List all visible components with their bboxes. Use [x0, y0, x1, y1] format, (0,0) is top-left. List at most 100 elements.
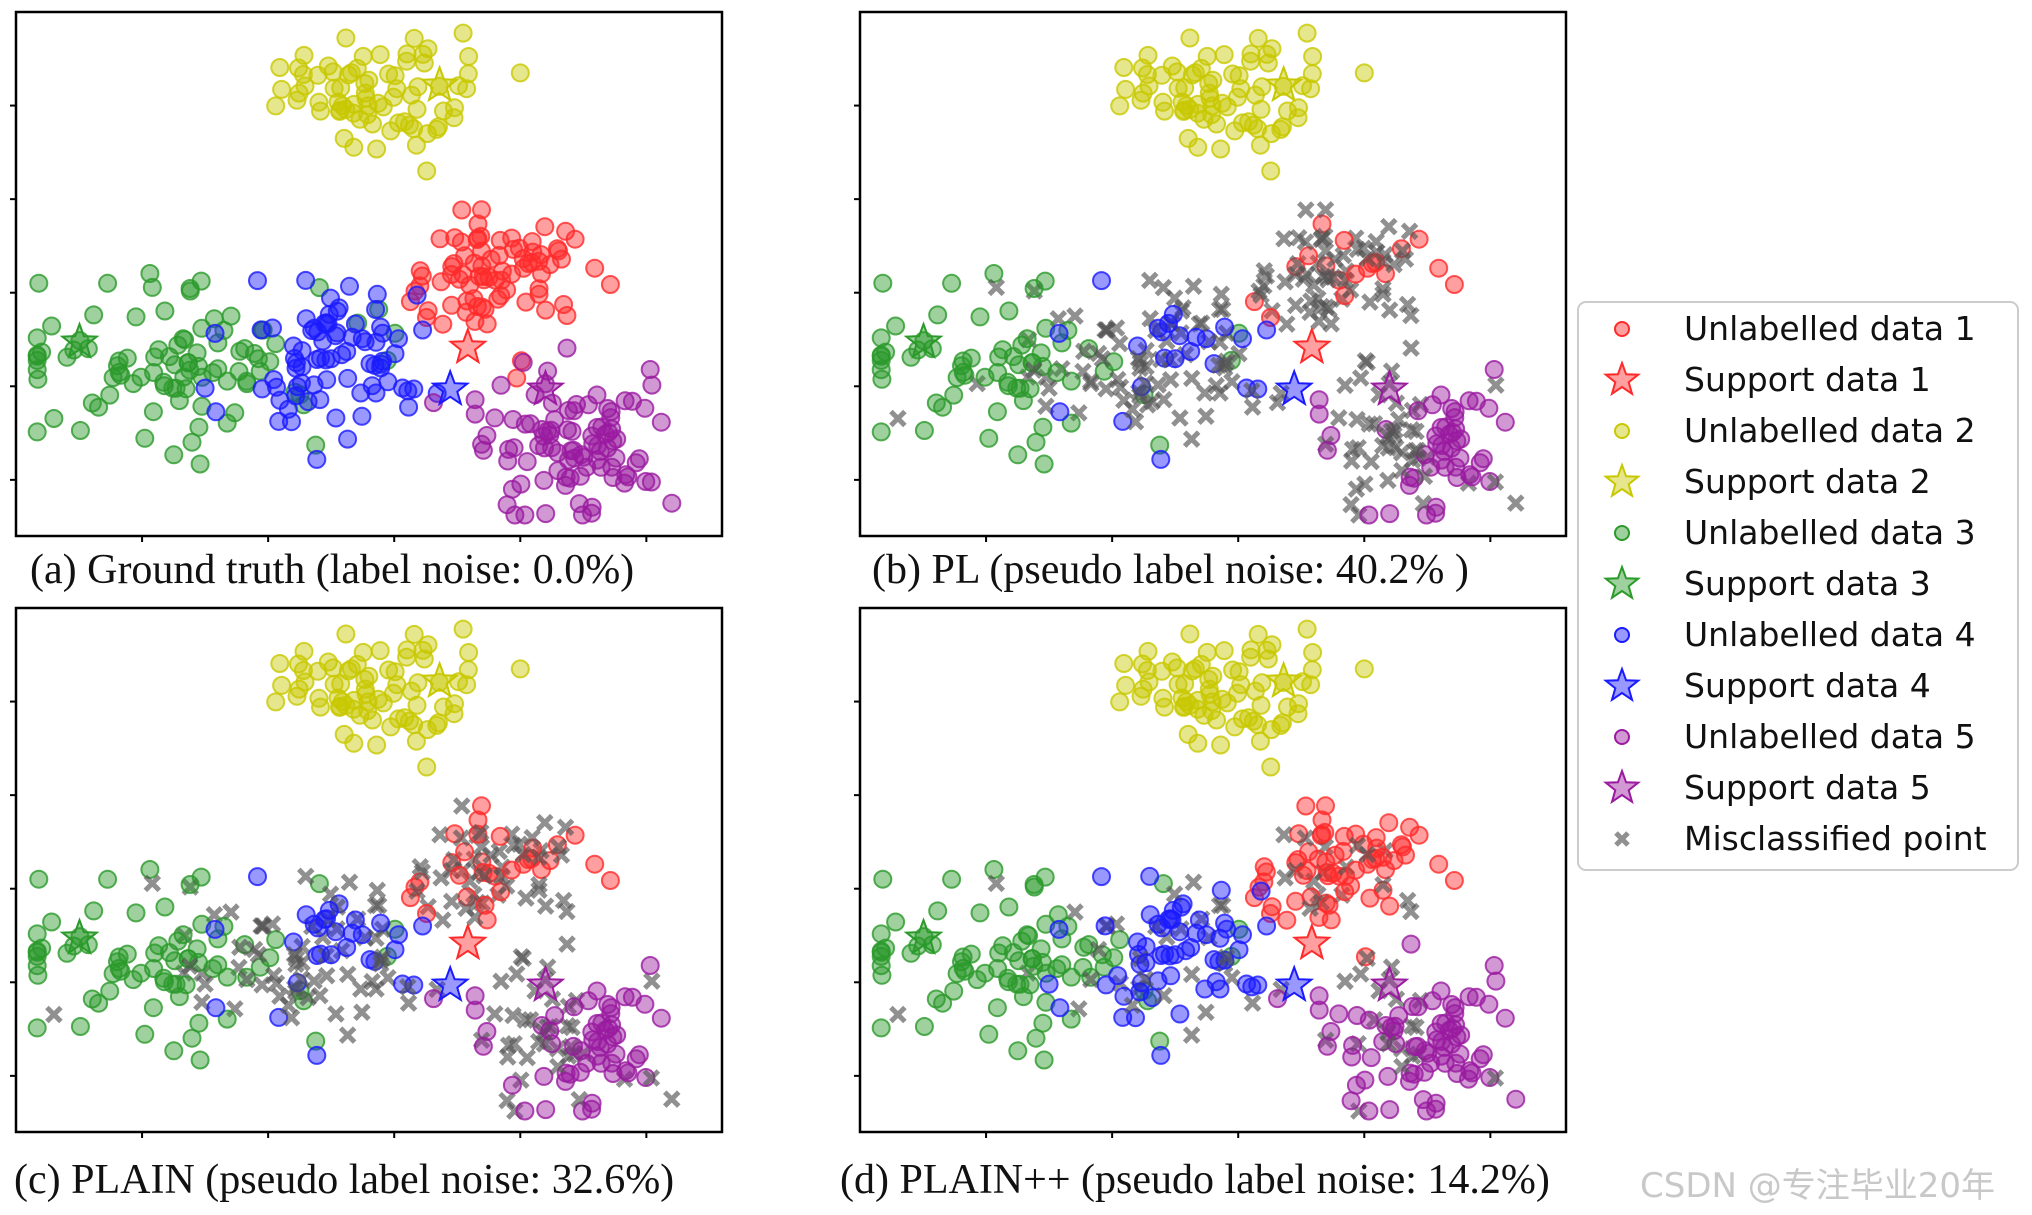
misclassified-point — [535, 1035, 554, 1053]
unlabelled-point-3 — [143, 998, 163, 1018]
unlabelled-point-2 — [397, 647, 417, 667]
unlabelled-point-1 — [1262, 897, 1282, 917]
unlabelled-point-2 — [1114, 58, 1134, 77]
unlabelled-point-5 — [1401, 934, 1421, 954]
unlabelled-point-5 — [465, 986, 485, 1006]
misclassified-point — [1407, 1018, 1425, 1037]
support-star-5 — [1369, 964, 1410, 1003]
unlabelled-point-5 — [556, 475, 575, 495]
unlabelled-point-2 — [1228, 87, 1247, 107]
unlabelled-point-3 — [108, 952, 127, 972]
unlabelled-point-1 — [502, 264, 522, 284]
unlabelled-point-5 — [1402, 997, 1422, 1016]
unlabelled-point-2 — [347, 654, 367, 674]
unlabelled-point-3 — [182, 432, 202, 452]
unlabelled-point-5 — [535, 438, 554, 458]
unlabelled-point-3 — [984, 860, 1004, 879]
misclassified-point — [408, 882, 426, 900]
unlabelled-point-4 — [338, 429, 358, 449]
misclassified-point — [1341, 281, 1360, 299]
misclassified-point — [1407, 422, 1425, 441]
misclassified-point — [549, 1057, 567, 1076]
unlabelled-point-5 — [626, 453, 646, 473]
unlabelled-point-5 — [578, 395, 598, 415]
unlabelled-point-3 — [266, 930, 286, 950]
unlabelled-point-3 — [1007, 378, 1027, 398]
unlabelled-point-3 — [871, 328, 891, 348]
unlabelled-point-4 — [1151, 449, 1171, 469]
unlabelled-point-3 — [1026, 432, 1046, 452]
unlabelled-point-3 — [217, 413, 237, 433]
misclassified-point — [293, 954, 311, 972]
misclassified-point — [1096, 321, 1114, 339]
unlabelled-point-2 — [417, 124, 437, 144]
misclassified-point — [530, 848, 548, 867]
support-star-3 — [59, 321, 100, 360]
unlabelled-point-1 — [1299, 842, 1319, 862]
misclassified-point — [1351, 965, 1370, 983]
legend-label: Unlabelled data 4 — [1684, 615, 1976, 654]
unlabelled-point-2 — [1202, 701, 1222, 721]
support-star-3 — [903, 917, 944, 956]
misclassified-point — [521, 1011, 540, 1029]
unlabelled-point-2 — [413, 640, 433, 660]
unlabelled-point-2 — [1131, 686, 1151, 706]
unlabelled-point-3 — [914, 1017, 934, 1036]
misclassified-point — [1360, 415, 1379, 433]
unlabelled-point-2 — [1233, 709, 1252, 729]
unlabelled-point-2 — [1289, 98, 1308, 118]
unlabelled-point-2 — [417, 720, 437, 740]
unlabelled-point-3 — [98, 869, 118, 889]
misclassified-point — [1286, 296, 1305, 315]
unlabelled-point-2 — [406, 731, 426, 751]
misclassified-point — [1141, 309, 1159, 328]
unlabelled-point-3 — [217, 967, 237, 987]
legend-label: Unlabelled data 3 — [1684, 513, 1976, 552]
unlabelled-point-5 — [1479, 398, 1499, 418]
unlabelled-point-1 — [1256, 862, 1276, 882]
unlabelled-point-3 — [28, 965, 48, 985]
legend-label: Unlabelled data 5 — [1684, 717, 1976, 756]
misclassified-point — [1089, 940, 1108, 959]
unlabelled-point-2 — [1301, 79, 1321, 99]
unlabelled-point-5 — [1329, 1004, 1349, 1024]
unlabelled-point-5 — [662, 493, 682, 513]
unlabelled-point-5 — [497, 495, 517, 515]
unlabelled-point-5 — [521, 414, 540, 434]
unlabelled-point-1 — [1373, 847, 1393, 867]
misclassified-point — [180, 957, 199, 975]
unlabelled-point-4 — [248, 271, 267, 291]
unlabelled-point-2 — [1223, 660, 1243, 680]
unlabelled-point-3 — [42, 316, 62, 336]
unlabelled-point-2 — [1167, 658, 1187, 678]
legend: Unlabelled data 1 Support data 1 Unlabelle… — [1577, 301, 2019, 871]
unlabelled-point-5 — [1432, 436, 1452, 455]
misclassified-point — [1348, 836, 1367, 855]
unlabelled-point-2 — [1199, 83, 1219, 103]
unlabelled-point-2 — [1261, 124, 1281, 144]
misclassified-point — [1243, 994, 1262, 1012]
unlabelled-point-4 — [389, 329, 408, 349]
unlabelled-point-2 — [311, 697, 330, 717]
unlabelled-point-2 — [1110, 692, 1130, 712]
unlabelled-point-2 — [308, 65, 328, 85]
unlabelled-point-1 — [433, 314, 453, 334]
unlabelled-point-5 — [570, 466, 590, 486]
misclassified-point — [1182, 1026, 1201, 1044]
unlabelled-point-2 — [427, 119, 447, 139]
misclassified-point — [1316, 227, 1334, 246]
unlabelled-point-2 — [367, 139, 387, 159]
unlabelled-point-4 — [1242, 977, 1262, 997]
unlabelled-point-4 — [1151, 1045, 1171, 1065]
misclassified-point — [517, 889, 535, 907]
misclassified-point — [1212, 285, 1231, 304]
misclassified-point — [461, 872, 479, 890]
legend-marker-circle — [1614, 627, 1630, 643]
unlabelled-point-3 — [180, 360, 200, 380]
misclassified-point — [1330, 409, 1348, 427]
unlabelled-point-5 — [1317, 1036, 1337, 1056]
misclassified-point — [1487, 376, 1505, 394]
legend-label: Support data 4 — [1684, 666, 1931, 705]
misclassified-point — [523, 828, 541, 847]
caption-b: (b) PL (pseudo label noise: 40.2% ) — [872, 547, 1469, 593]
